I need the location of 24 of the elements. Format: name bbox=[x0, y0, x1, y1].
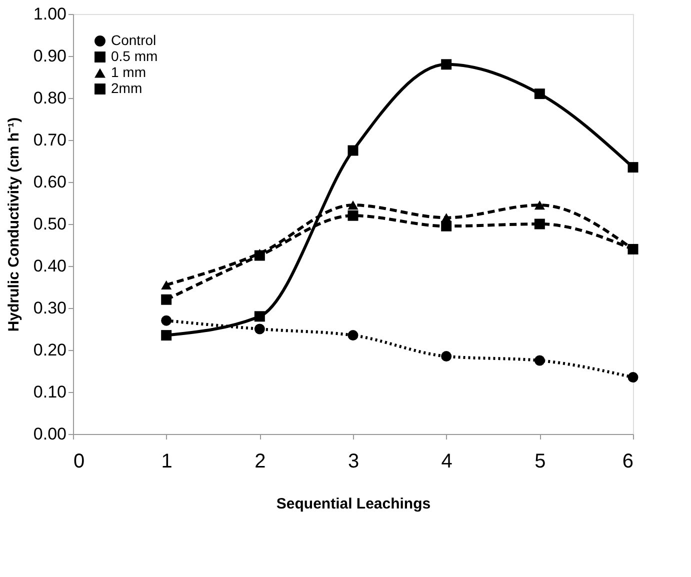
y-tick-label: 0.50 bbox=[33, 214, 66, 234]
x-tick-label: 3 bbox=[348, 450, 360, 472]
x-tick-label: 4 bbox=[441, 450, 452, 472]
x-tick-label: 2 bbox=[254, 450, 266, 472]
y-axis-title: Hydrulic Conductivity (cm h⁻¹) bbox=[5, 117, 22, 332]
y-tick-label: 0.90 bbox=[33, 46, 66, 66]
y-tick-label: 0.30 bbox=[33, 298, 66, 318]
x-tick-label: 0 bbox=[74, 450, 85, 472]
legend-label: 1 mm bbox=[111, 64, 146, 80]
y-tick-label: 0.10 bbox=[33, 382, 66, 402]
x-tick-label: 6 bbox=[622, 450, 634, 472]
x-axis-title: Sequential Leachings bbox=[276, 496, 431, 512]
legend-label: Control bbox=[111, 32, 156, 48]
y-tick-label: 0.40 bbox=[33, 256, 66, 276]
legend-label: 2mm bbox=[111, 80, 142, 96]
y-tick-label: 0.60 bbox=[33, 172, 66, 192]
y-tick-label: 0.70 bbox=[33, 130, 66, 150]
legend-label: 0.5 mm bbox=[111, 48, 158, 64]
y-tick-label: 0.80 bbox=[33, 88, 66, 108]
y-tick-label: 1.00 bbox=[33, 4, 66, 24]
x-tick-label: 5 bbox=[534, 450, 546, 472]
y-tick-label: 0.00 bbox=[33, 424, 66, 444]
x-tick-label: 1 bbox=[161, 450, 172, 472]
y-tick-label: 0.20 bbox=[33, 340, 66, 360]
